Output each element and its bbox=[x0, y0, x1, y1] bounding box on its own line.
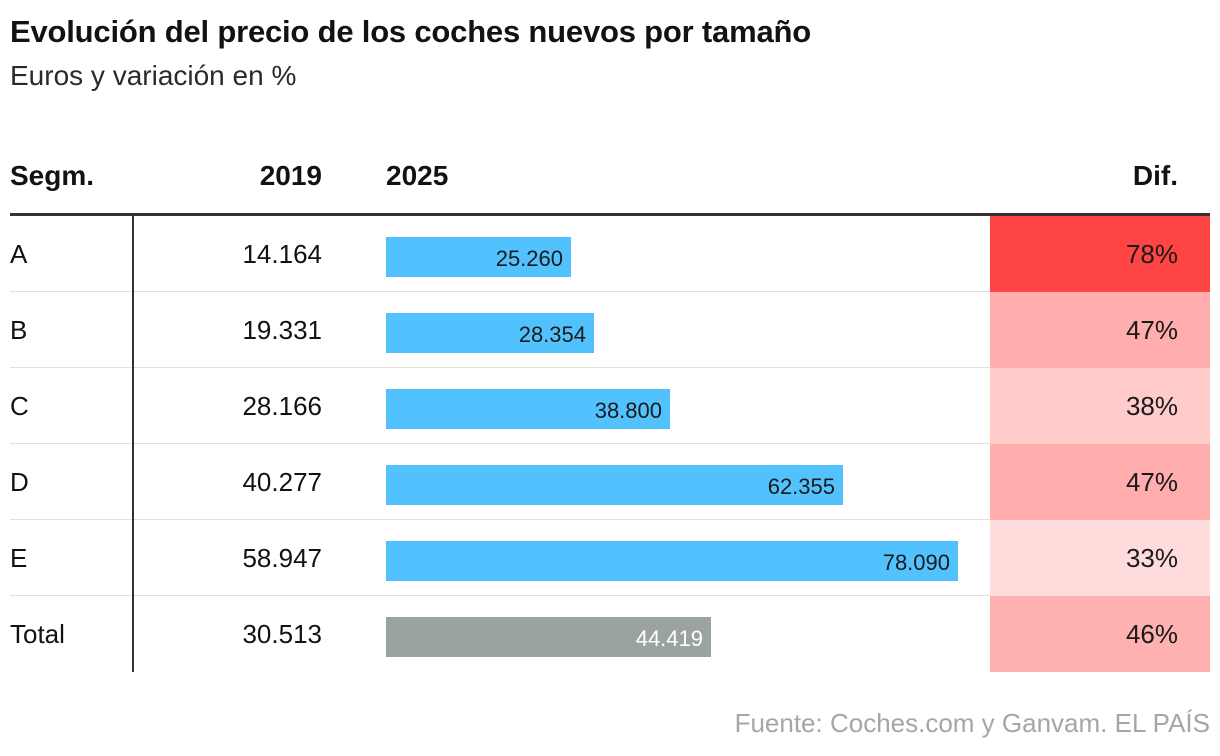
bar-value-label: 38.800 bbox=[594, 398, 662, 423]
dif-label: 78% bbox=[1125, 239, 1178, 269]
table-row: 38% C 28.166 38.800 bbox=[10, 368, 1210, 444]
table-row: 47% D 40.277 62.355 bbox=[10, 444, 1210, 520]
table-row: 47% B 19.331 28.354 bbox=[10, 292, 1210, 368]
bar-2025: 38.800 bbox=[386, 389, 670, 429]
bar-value-label: 25.260 bbox=[495, 246, 563, 271]
segment-label: E bbox=[10, 543, 28, 573]
dif-cell: 33% bbox=[990, 520, 1210, 596]
dif-label: 47% bbox=[1125, 315, 1178, 345]
row-divider bbox=[10, 595, 990, 596]
segment-label: D bbox=[10, 467, 29, 497]
row-divider bbox=[10, 519, 990, 520]
table-row: 33% E 58.947 78.090 bbox=[10, 520, 1210, 596]
source-note: Fuente: Coches.com y Ganvam. EL PAÍS bbox=[734, 708, 1210, 738]
chart-subtitle: Euros y variación en % bbox=[10, 60, 297, 91]
table-row: 78% A 14.164 25.260 bbox=[10, 216, 1210, 292]
dif-cell: 78% bbox=[990, 216, 1210, 292]
dif-cell: 38% bbox=[990, 368, 1210, 444]
dif-cell: 46% bbox=[990, 596, 1210, 672]
dif-label: 33% bbox=[1125, 543, 1178, 573]
dif-cell: 47% bbox=[990, 292, 1210, 368]
header-segment: Segm. bbox=[10, 160, 95, 191]
row-divider bbox=[10, 367, 990, 368]
value-2019: 28.166 bbox=[242, 391, 322, 421]
segment-label: B bbox=[10, 315, 28, 345]
row-divider bbox=[10, 443, 990, 444]
header-2019: 2019 bbox=[259, 160, 322, 191]
row-divider bbox=[10, 291, 990, 292]
value-2019: 40.277 bbox=[242, 467, 322, 497]
dif-label: 46% bbox=[1125, 619, 1178, 649]
bar-value-label: 28.354 bbox=[518, 322, 586, 347]
table-row: 46% Total 30.513 44.419 bbox=[10, 596, 1210, 672]
bar-value-label: 62.355 bbox=[767, 474, 835, 499]
bar-2025: 28.354 bbox=[386, 313, 594, 353]
value-2019: 58.947 bbox=[242, 543, 322, 573]
chart-title: Evolución del precio de los coches nuevo… bbox=[10, 14, 811, 49]
header-dif: Dif. bbox=[1132, 160, 1178, 191]
bar-2025: 25.260 bbox=[386, 237, 571, 277]
dif-label: 38% bbox=[1125, 391, 1178, 421]
column-divider bbox=[132, 216, 134, 672]
bar-2025-total: 44.419 bbox=[386, 617, 711, 657]
bar-2025: 62.355 bbox=[386, 465, 843, 505]
segment-label: C bbox=[10, 391, 29, 421]
bar-value-label: 44.419 bbox=[635, 626, 703, 651]
bar-2025: 78.090 bbox=[386, 541, 958, 581]
dif-label: 47% bbox=[1125, 467, 1178, 497]
bar-value-label: 78.090 bbox=[882, 550, 950, 575]
value-2019: 19.331 bbox=[242, 315, 322, 345]
header-rule bbox=[10, 213, 1210, 216]
dif-cell: 47% bbox=[990, 444, 1210, 520]
value-2019: 30.513 bbox=[242, 619, 322, 649]
segment-label: Total bbox=[10, 619, 65, 649]
header-2025: 2025 bbox=[386, 160, 449, 191]
value-2019: 14.164 bbox=[242, 239, 322, 269]
segment-label: A bbox=[10, 239, 28, 269]
